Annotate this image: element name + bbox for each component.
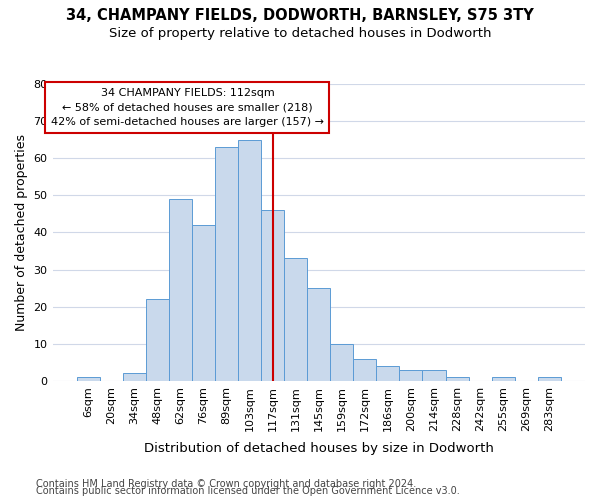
Bar	[261, 210, 284, 381]
Bar	[491, 377, 515, 381]
Text: 34 CHAMPANY FIELDS: 112sqm
← 58% of detached houses are smaller (218)
42% of sem: 34 CHAMPANY FIELDS: 112sqm ← 58% of deta…	[51, 88, 324, 128]
Text: Contains HM Land Registry data © Crown copyright and database right 2024.: Contains HM Land Registry data © Crown c…	[36, 479, 416, 489]
X-axis label: Distribution of detached houses by size in Dodworth: Distribution of detached houses by size …	[144, 442, 494, 455]
Bar	[446, 377, 469, 381]
Bar	[284, 258, 307, 381]
Bar	[538, 377, 561, 381]
Bar	[77, 377, 100, 381]
Bar	[330, 344, 353, 381]
Text: 34, CHAMPANY FIELDS, DODWORTH, BARNSLEY, S75 3TY: 34, CHAMPANY FIELDS, DODWORTH, BARNSLEY,…	[66, 8, 534, 22]
Bar	[123, 374, 146, 381]
Y-axis label: Number of detached properties: Number of detached properties	[15, 134, 28, 331]
Bar	[192, 225, 215, 381]
Bar	[376, 366, 400, 381]
Bar	[353, 358, 376, 381]
Text: Size of property relative to detached houses in Dodworth: Size of property relative to detached ho…	[109, 28, 491, 40]
Bar	[400, 370, 422, 381]
Bar	[238, 140, 261, 381]
Text: Contains public sector information licensed under the Open Government Licence v3: Contains public sector information licen…	[36, 486, 460, 496]
Bar	[422, 370, 446, 381]
Bar	[169, 199, 192, 381]
Bar	[146, 300, 169, 381]
Bar	[215, 147, 238, 381]
Bar	[307, 288, 330, 381]
